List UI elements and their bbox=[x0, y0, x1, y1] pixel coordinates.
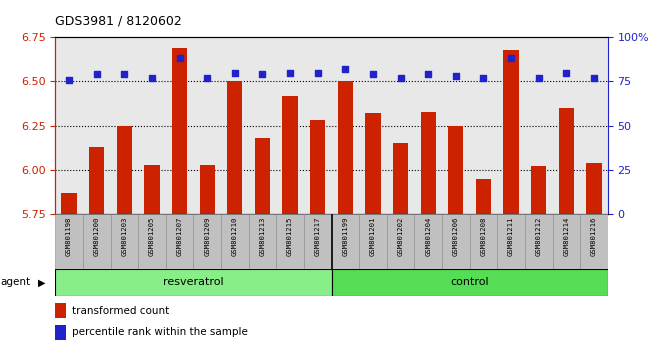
Point bbox=[423, 72, 434, 77]
Text: GSM801198: GSM801198 bbox=[66, 217, 72, 256]
Bar bbox=[332, 214, 359, 269]
Text: transformed count: transformed count bbox=[72, 306, 169, 316]
Bar bbox=[559, 108, 574, 214]
Bar bbox=[172, 48, 187, 214]
Text: GSM801215: GSM801215 bbox=[287, 217, 293, 256]
Point bbox=[450, 73, 461, 79]
Point bbox=[229, 70, 240, 75]
Bar bbox=[448, 126, 463, 214]
Bar bbox=[359, 214, 387, 269]
Point bbox=[174, 56, 185, 61]
Bar bbox=[166, 214, 194, 269]
Bar bbox=[83, 214, 111, 269]
Point bbox=[368, 72, 378, 77]
Bar bbox=[421, 112, 436, 214]
Point bbox=[64, 77, 74, 82]
Bar bbox=[248, 214, 276, 269]
Bar bbox=[55, 214, 83, 269]
Bar bbox=[580, 214, 608, 269]
Bar bbox=[194, 214, 221, 269]
Bar bbox=[442, 214, 469, 269]
Text: GSM801210: GSM801210 bbox=[232, 217, 238, 256]
Bar bbox=[387, 214, 415, 269]
Text: GSM801203: GSM801203 bbox=[122, 217, 127, 256]
Text: ▶: ▶ bbox=[38, 277, 46, 287]
Bar bbox=[138, 214, 166, 269]
Bar bbox=[111, 214, 138, 269]
Bar bbox=[117, 126, 132, 214]
Bar bbox=[504, 50, 519, 214]
Text: GSM801211: GSM801211 bbox=[508, 217, 514, 256]
Point bbox=[285, 70, 295, 75]
Bar bbox=[365, 113, 380, 214]
Text: resveratrol: resveratrol bbox=[163, 277, 224, 287]
Bar bbox=[89, 147, 104, 214]
Bar bbox=[586, 163, 601, 214]
Text: GSM801204: GSM801204 bbox=[425, 217, 431, 256]
Bar bbox=[304, 214, 332, 269]
Point bbox=[506, 56, 516, 61]
Bar bbox=[531, 166, 546, 214]
Bar bbox=[415, 214, 442, 269]
Bar bbox=[497, 214, 525, 269]
Point bbox=[534, 75, 544, 81]
Bar bbox=[255, 138, 270, 214]
Text: GSM801200: GSM801200 bbox=[94, 217, 99, 256]
Bar bbox=[227, 81, 242, 214]
Point bbox=[119, 72, 129, 77]
Bar bbox=[144, 165, 159, 214]
Bar bbox=[200, 165, 214, 214]
Bar bbox=[283, 96, 298, 214]
Bar bbox=[276, 214, 304, 269]
Text: GDS3981 / 8120602: GDS3981 / 8120602 bbox=[55, 14, 182, 27]
Bar bbox=[332, 269, 608, 296]
Bar bbox=[338, 81, 353, 214]
Text: GSM801213: GSM801213 bbox=[259, 217, 265, 256]
Bar bbox=[469, 214, 497, 269]
Point bbox=[395, 75, 406, 81]
Text: agent: agent bbox=[1, 277, 31, 287]
Point bbox=[202, 75, 213, 81]
Point bbox=[313, 70, 323, 75]
Text: GSM801208: GSM801208 bbox=[480, 217, 486, 256]
Point bbox=[92, 72, 102, 77]
Point bbox=[561, 70, 571, 75]
Bar bbox=[221, 214, 248, 269]
Bar bbox=[55, 303, 66, 318]
Text: GSM801214: GSM801214 bbox=[564, 217, 569, 256]
Text: GSM801201: GSM801201 bbox=[370, 217, 376, 256]
Point bbox=[147, 75, 157, 81]
Text: GSM801217: GSM801217 bbox=[315, 217, 320, 256]
Text: GSM801212: GSM801212 bbox=[536, 217, 541, 256]
Text: GSM801207: GSM801207 bbox=[177, 217, 183, 256]
Bar bbox=[525, 214, 552, 269]
Text: GSM801205: GSM801205 bbox=[149, 217, 155, 256]
Point bbox=[589, 75, 599, 81]
Point bbox=[257, 72, 268, 77]
Text: GSM801216: GSM801216 bbox=[591, 217, 597, 256]
Bar bbox=[55, 269, 332, 296]
Text: GSM801209: GSM801209 bbox=[204, 217, 210, 256]
Point bbox=[340, 66, 350, 72]
Text: GSM801206: GSM801206 bbox=[453, 217, 459, 256]
Bar bbox=[310, 120, 325, 214]
Bar bbox=[393, 143, 408, 214]
Bar bbox=[552, 214, 580, 269]
Text: GSM801199: GSM801199 bbox=[343, 217, 348, 256]
Bar bbox=[62, 193, 77, 214]
Text: control: control bbox=[450, 277, 489, 287]
Text: GSM801202: GSM801202 bbox=[398, 217, 404, 256]
Point bbox=[478, 75, 489, 81]
Bar bbox=[55, 325, 66, 340]
Bar bbox=[476, 179, 491, 214]
Text: percentile rank within the sample: percentile rank within the sample bbox=[72, 327, 248, 337]
